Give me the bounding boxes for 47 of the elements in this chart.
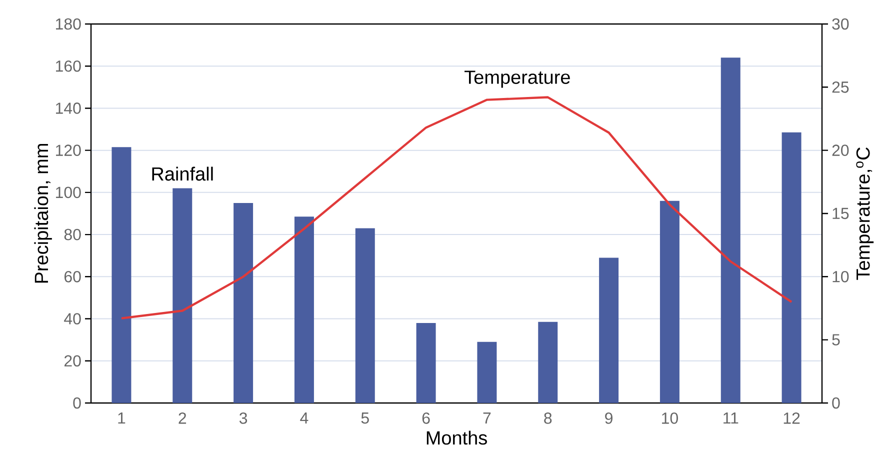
y-tick-label: 140 [56,102,81,114]
bar [355,228,375,403]
x-tick-label: 2 [178,412,186,424]
bar [172,188,192,403]
x-tick-label: 12 [784,412,800,424]
y2-axis-title: Temperature,$^{o}$C [856,147,874,280]
y-tick-label: 80 [64,228,81,240]
y2-tick-label: 15 [832,208,849,220]
bar [660,200,680,403]
bar [599,258,619,403]
bar [112,147,132,403]
y-tick-label: 0 [73,397,81,409]
x-tick-label: 5 [361,412,369,424]
bar [720,58,740,403]
y2-tick-label: 0 [832,397,840,409]
y-tick-label: 40 [64,313,81,324]
bar [782,132,802,403]
x-tick-label: 8 [544,412,552,424]
x-tick-label: 9 [605,412,612,424]
y-tick-label: 180 [56,18,81,30]
line-series [120,96,793,320]
y-tick-label: 20 [64,355,81,367]
y-tick-label: 160 [56,60,81,72]
x-tick-label: 7 [483,412,491,424]
y2-tick-label: 20 [832,144,849,156]
bar [294,216,314,403]
y-tick-label: 120 [56,144,81,156]
y-axis-title: Precipitaion, mm [34,144,52,283]
bar [234,202,254,403]
x-tick-label: 3 [239,412,248,424]
y-tick-label: 60 [64,270,81,282]
x-tick-label: 6 [422,412,430,424]
bar [477,342,497,403]
y2-tick-label: 30 [832,18,849,30]
bar [538,322,558,403]
y2-tick-label: 10 [832,270,849,282]
series-label: Rainfall [152,166,213,181]
y2-tick-label: 5 [832,334,840,346]
y2-tick-label: 25 [832,82,849,93]
x-tick-label: 11 [724,412,738,424]
series-label: Temperature [464,70,570,88]
x-tick-label: 4 [300,412,308,424]
bar [416,322,436,403]
x-tick-label: 10 [662,412,678,424]
x-axis-title: Months [426,430,487,445]
y-tick-label: 100 [56,186,81,198]
x-tick-label: 1 [118,412,126,424]
